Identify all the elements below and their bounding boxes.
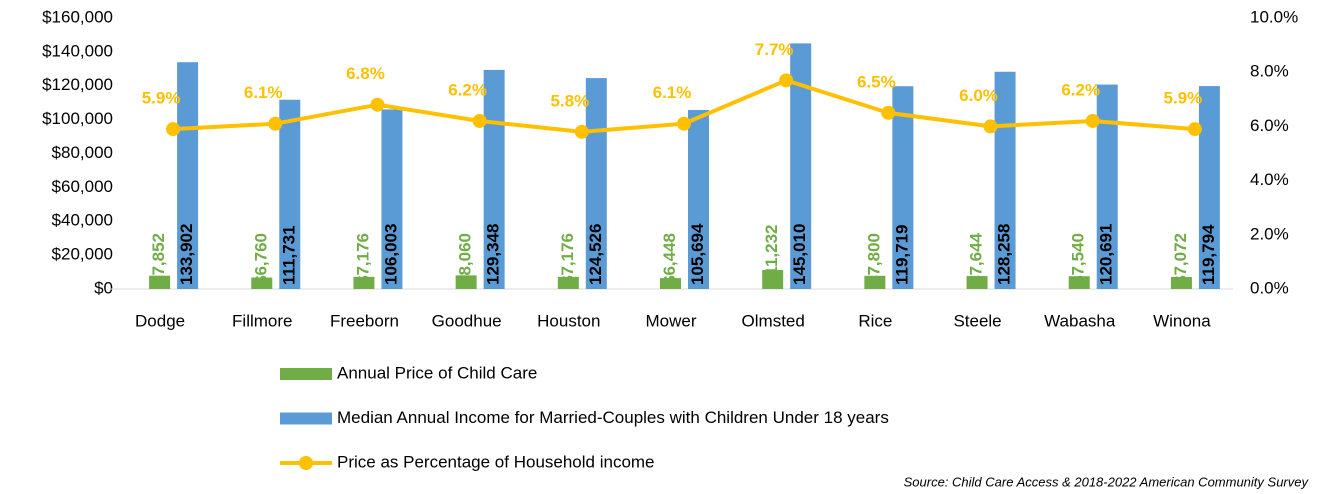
x-tick-label: Steele [953, 311, 1001, 330]
bar [557, 276, 579, 289]
x-tick-label: Winona [1153, 311, 1211, 330]
value-label: 145,010 [790, 224, 809, 285]
value-label: 6.2% [1061, 80, 1100, 99]
bar [762, 269, 784, 289]
source-note: Source: Child Care Access & 2018-2022 Am… [904, 474, 1310, 489]
y2-tick-label: 2.0% [1250, 224, 1289, 243]
value-label: 129,348 [484, 224, 503, 285]
value-label: 5.9% [142, 89, 181, 108]
x-tick-label: Olmsted [742, 311, 805, 330]
y2-tick-label: 4.0% [1250, 170, 1289, 189]
y-tick-label: $60,000 [52, 177, 113, 196]
y2-tick-label: 6.0% [1250, 116, 1289, 135]
value-label: 5.8% [550, 91, 589, 110]
line-point [268, 116, 283, 131]
value-label: $6,760 [251, 233, 270, 285]
value-label: 6.2% [448, 80, 487, 99]
value-label: 111,731 [279, 225, 298, 285]
y-tick-label: $160,000 [42, 7, 113, 26]
bar [1068, 276, 1090, 289]
value-label: 106,003 [381, 224, 400, 285]
x-tick-label: Rice [858, 311, 892, 330]
value-label: $8,060 [456, 233, 475, 285]
bar [892, 86, 914, 289]
bar [864, 275, 886, 289]
value-label: 6.0% [959, 86, 998, 105]
x-tick-label: Dodge [135, 311, 185, 330]
y-tick-label: $140,000 [42, 41, 113, 60]
bar [353, 276, 375, 289]
bar [251, 277, 273, 289]
line-point [1187, 122, 1202, 137]
value-label: 133,902 [177, 224, 196, 285]
y2-tick-label: 8.0% [1250, 62, 1289, 81]
line-point [370, 97, 385, 112]
y-tick-label: $120,000 [42, 75, 113, 94]
value-label: 105,694 [688, 223, 707, 285]
value-label: $11,232 [762, 224, 781, 285]
x-tick-label: Mower [645, 311, 696, 330]
line-point [779, 73, 794, 88]
bar [381, 109, 403, 289]
y-tick-label: $20,000 [52, 245, 113, 264]
value-label: 7.7% [755, 40, 794, 59]
bar [966, 276, 988, 289]
y2-tick-label: 0.0% [1250, 278, 1289, 297]
legend-swatch [280, 368, 332, 380]
value-label: $7,072 [1171, 233, 1190, 285]
value-label: 119,719 [892, 224, 911, 285]
value-label: 6.8% [346, 64, 385, 83]
legend-label: Price as Percentage of Household income [337, 452, 655, 471]
value-label: $7,800 [864, 233, 883, 285]
x-tick-label: Freeborn [330, 311, 399, 330]
line-point [166, 122, 181, 137]
legend-swatch [299, 456, 313, 470]
value-label: $7,176 [558, 233, 577, 285]
legend-label: Annual Price of Child Care [337, 363, 537, 382]
x-tick-label: Wabasha [1044, 311, 1116, 330]
line-point [983, 119, 998, 134]
bar [1170, 277, 1192, 289]
value-label: 6.1% [653, 83, 692, 102]
value-label: 124,526 [586, 224, 605, 285]
y-tick-label: $100,000 [42, 109, 113, 128]
value-label: 120,691 [1097, 224, 1116, 285]
legend-label: Median Annual Income for Married-Couples… [337, 408, 889, 427]
y-tick-label: $80,000 [52, 143, 113, 162]
value-label: $7,176 [353, 233, 372, 285]
bar [660, 278, 681, 289]
line-point [881, 105, 896, 120]
x-tick-label: Fillmore [232, 311, 292, 330]
legend-swatch [280, 412, 332, 425]
bar [279, 99, 301, 289]
value-label: $7,644 [967, 232, 986, 285]
bar [149, 275, 171, 289]
bar [1198, 86, 1220, 290]
y-tick-label: $40,000 [52, 211, 113, 230]
bar [455, 275, 477, 289]
bar [177, 62, 199, 289]
bar [790, 43, 812, 289]
x-tick-label: Houston [537, 311, 600, 330]
line-point [677, 116, 691, 131]
line-point [1085, 113, 1100, 128]
value-label: $6,448 [660, 233, 679, 285]
value-label: 119,794 [1199, 224, 1218, 285]
bar [688, 109, 709, 289]
y2-tick-label: 10.0% [1250, 7, 1298, 26]
bar [1096, 84, 1118, 289]
x-tick-label: Goodhue [432, 311, 502, 330]
value-label: 128,258 [995, 224, 1014, 285]
value-label: $7,540 [1069, 233, 1088, 285]
value-label: 6.1% [244, 83, 283, 102]
line-point [574, 124, 589, 139]
value-label: 5.9% [1164, 89, 1203, 108]
value-label: $7,852 [149, 233, 168, 285]
value-label: 6.5% [857, 72, 896, 91]
y-tick-label: $0 [94, 278, 113, 297]
line-point [472, 113, 487, 128]
